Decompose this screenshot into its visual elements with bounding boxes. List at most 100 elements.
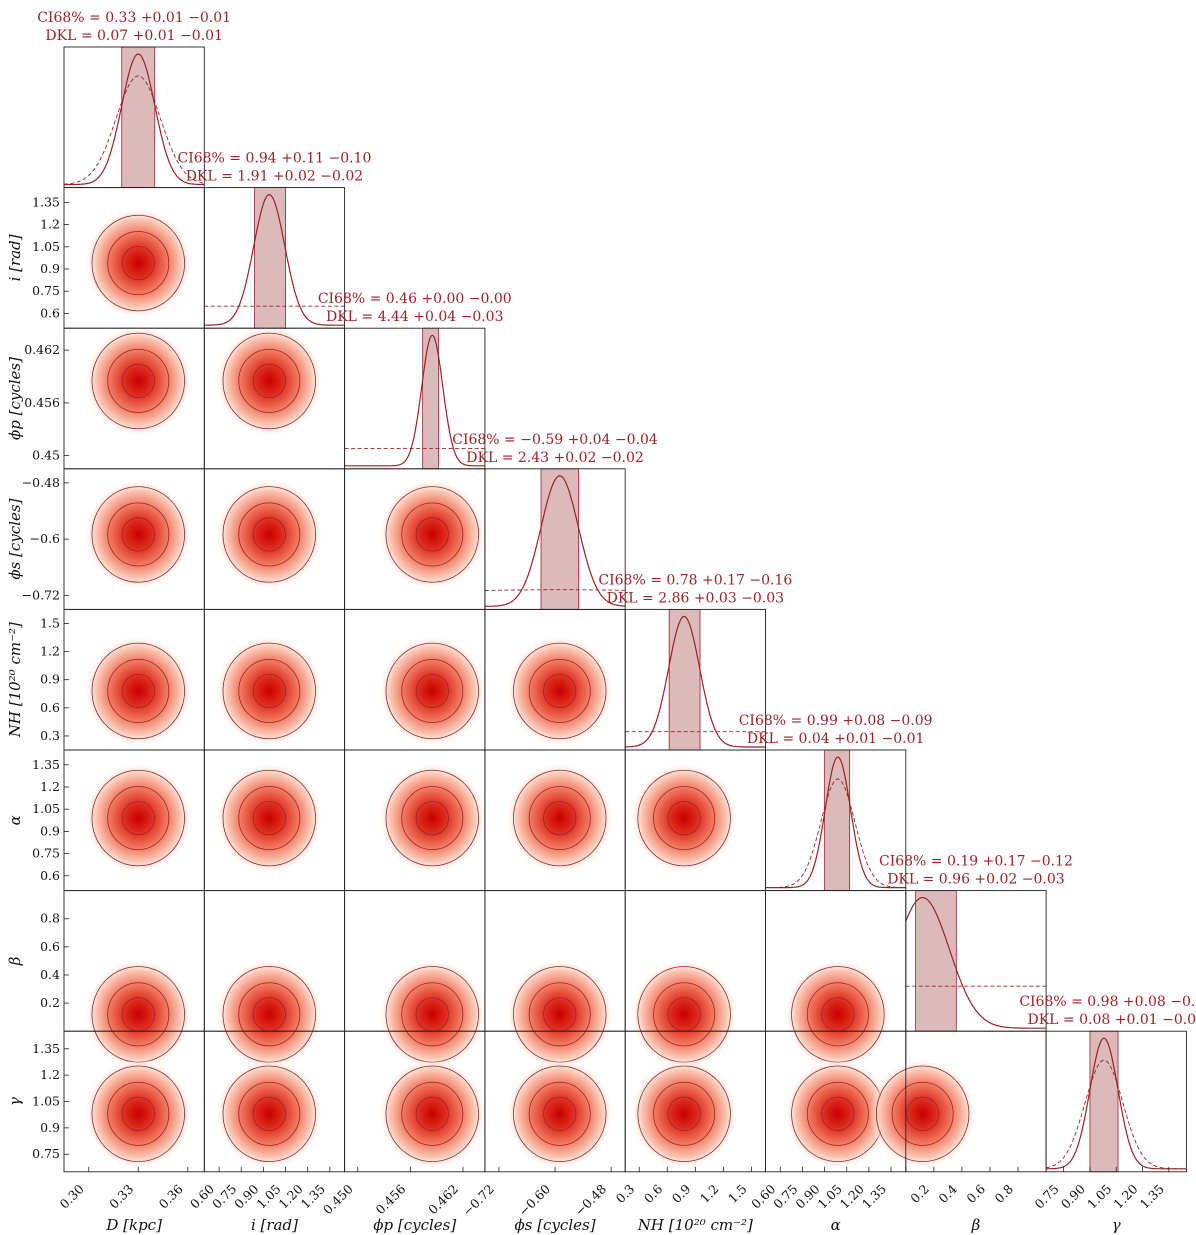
xtick-label: 0.456 xyxy=(373,1181,409,1217)
title-dkl-alpha: DKL = 0.04 +0.01 −0.01 xyxy=(747,731,925,747)
ci-band-phi_s xyxy=(540,468,579,610)
posterior-beta xyxy=(905,897,1047,1029)
density xyxy=(85,959,192,1070)
contour-2 xyxy=(238,658,301,723)
prior-D xyxy=(63,75,205,185)
xtick-label: 0.2 xyxy=(907,1181,932,1206)
contour-1 xyxy=(91,769,185,867)
contour-2 xyxy=(401,502,464,567)
xtick-label: 0.450 xyxy=(320,1181,356,1217)
ytick-label: 1.35 xyxy=(32,1041,60,1056)
contour-2 xyxy=(238,1081,301,1146)
panel-phi_s-vs-i xyxy=(203,468,346,610)
density xyxy=(85,635,192,746)
contour-3 xyxy=(252,673,286,709)
xtick-label: 0.9 xyxy=(669,1181,694,1206)
contour-1 xyxy=(385,1065,479,1163)
contour-2 xyxy=(107,982,170,1047)
ytick-label: 1.2 xyxy=(40,644,60,659)
posterior-phi_s xyxy=(484,475,626,607)
ytick-label: 1.05 xyxy=(32,1094,60,1109)
contour-2 xyxy=(653,786,716,851)
ylabel-alpha: α xyxy=(6,815,24,825)
ylabel-i: i [rad] xyxy=(6,234,24,281)
xlabel-i: i [rad] xyxy=(251,1216,298,1234)
contour-3 xyxy=(415,1096,449,1131)
xtick-label: −0.60 xyxy=(515,1181,553,1219)
ytick-label: 1.2 xyxy=(40,779,60,794)
posterior-D xyxy=(64,53,205,186)
density xyxy=(379,479,486,590)
density xyxy=(216,1058,323,1169)
xlabel-phi_p: ϕp [cycles] xyxy=(373,1216,456,1234)
xtick-label: 1.35 xyxy=(859,1181,889,1211)
density xyxy=(379,763,486,874)
contour-2 xyxy=(891,1081,954,1146)
contour-3 xyxy=(415,673,449,709)
density xyxy=(216,763,323,874)
panel-phi_s-vs-D xyxy=(63,468,205,610)
panel-N_H-vs-D xyxy=(63,608,205,751)
contour-3 xyxy=(906,1096,940,1131)
xlabel-phi_s: ϕs [cycles] xyxy=(515,1216,596,1234)
contour-1 xyxy=(385,769,479,867)
ytick-label: 0.6 xyxy=(40,305,60,320)
contour-2 xyxy=(528,1081,591,1146)
ci-band-phi_p xyxy=(422,327,439,470)
xlabel-N_H: NH [10²⁰ cm⁻²] xyxy=(637,1216,753,1234)
ytick-label: 0.2 xyxy=(40,995,60,1010)
density xyxy=(630,763,738,874)
contour-3 xyxy=(543,673,577,709)
title-ci-beta: CI68% = 0.19 +0.17 −0.12 xyxy=(879,854,1073,870)
ytick-label: 1.05 xyxy=(32,801,60,816)
title-dkl-beta: DKL = 0.96 +0.02 −0.03 xyxy=(887,872,1065,888)
contour-2 xyxy=(806,982,869,1047)
panel-alpha-vs-phi_s xyxy=(484,749,626,892)
density xyxy=(85,208,192,319)
xtick-label: 1.05 xyxy=(1084,1181,1114,1211)
xtick-label: 0.75 xyxy=(1031,1181,1061,1211)
contour-3 xyxy=(543,1096,577,1131)
ytick-label: 0.75 xyxy=(32,283,60,298)
contour-2 xyxy=(107,658,170,723)
ylabel-phi_s: ϕs [cycles] xyxy=(6,498,24,579)
density xyxy=(630,959,738,1070)
contour-2 xyxy=(528,982,591,1047)
ytick-label: 1.2 xyxy=(40,217,60,232)
density xyxy=(85,479,192,590)
contour-2 xyxy=(401,982,464,1047)
panel-phi_p-vs-i xyxy=(203,325,346,470)
contour-3 xyxy=(667,1096,701,1131)
contour-3 xyxy=(252,800,286,836)
contour-3 xyxy=(121,363,155,399)
ytick-label: −0.72 xyxy=(22,587,60,602)
panel-gamma-vs-N_H xyxy=(624,1030,766,1173)
contour-1 xyxy=(222,769,316,867)
ytick-label: 1.2 xyxy=(40,1067,60,1082)
contour-2 xyxy=(107,231,170,296)
ci-band-alpha xyxy=(824,749,851,892)
panel-beta-vs-D xyxy=(63,890,205,1070)
panel-gamma-vs-i xyxy=(203,1030,346,1173)
panel-alpha-vs-phi_p xyxy=(344,749,486,892)
contour-1 xyxy=(385,642,479,740)
xtick-label: 0.36 xyxy=(156,1181,186,1211)
posterior-alpha xyxy=(765,756,906,889)
panel-i-vs-D xyxy=(63,187,205,329)
panel-phi_p-vs-D xyxy=(63,325,205,470)
ytick-label: 0.9 xyxy=(40,823,60,838)
xtick-label: 0.90 xyxy=(1058,1181,1088,1211)
contour-3 xyxy=(121,517,155,552)
contour-2 xyxy=(107,1081,170,1146)
ytick-label: 0.9 xyxy=(40,261,60,276)
title-dkl-phi_s: DKL = 2.43 +0.02 −0.02 xyxy=(466,450,644,466)
panel-frame xyxy=(905,1030,1047,1173)
title-dkl-i: DKL = 1.91 +0.02 −0.02 xyxy=(186,169,364,185)
density xyxy=(630,1058,738,1169)
xtick-label: 0.4 xyxy=(935,1181,960,1206)
contour-1 xyxy=(637,1065,731,1163)
contour-3 xyxy=(252,363,286,399)
posterior-i xyxy=(204,194,345,326)
density xyxy=(216,635,323,746)
prior-phi_s xyxy=(484,589,626,591)
